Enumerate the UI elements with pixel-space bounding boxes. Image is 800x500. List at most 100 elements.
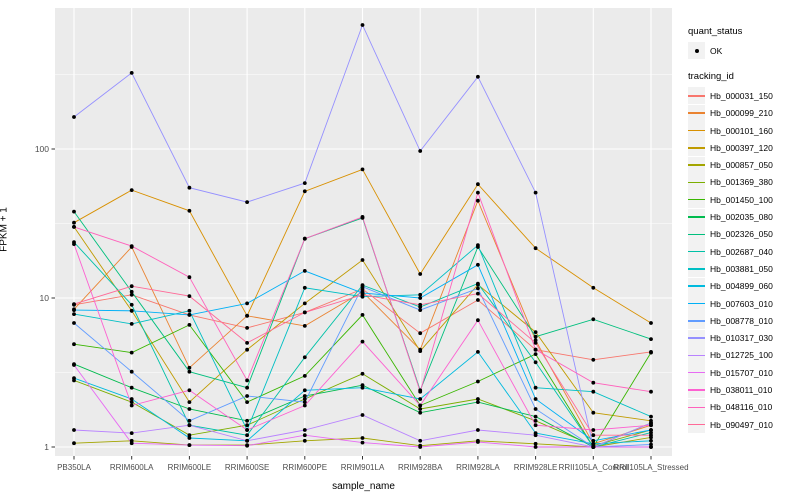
data-point <box>476 243 480 248</box>
data-point <box>649 423 653 428</box>
data-point <box>418 149 423 153</box>
legend-label: Hb_001450_100 <box>710 194 773 205</box>
legend-swatch-Hb_000031_150 <box>688 87 705 105</box>
data-point <box>476 291 480 296</box>
legend-color-line <box>688 406 705 409</box>
y-tick-label: 1 <box>44 442 49 452</box>
legend-swatch-Hb_000857_050 <box>688 156 705 174</box>
legend-item-Hb_004899_060: Hb_004899_060 <box>688 277 800 295</box>
data-point <box>187 443 192 447</box>
legend-swatch-Hb_007603_010 <box>688 295 705 312</box>
x-tick-label: RRIM600SE <box>225 463 269 472</box>
data-point <box>418 403 423 408</box>
data-point <box>245 433 250 438</box>
legend-tracking-items: Hb_000031_150 Hb_000099_210 Hb_000101_160 H… <box>688 87 800 434</box>
data-point <box>245 394 250 398</box>
data-point <box>591 357 596 362</box>
legend-item-Hb_038011_010: Hb_038011_010 <box>688 381 800 399</box>
data-point <box>129 322 134 326</box>
legend-swatch-Hb_038011_010 <box>688 381 705 399</box>
data-point <box>187 308 192 313</box>
legend-label: Hb_001369_380 <box>710 177 773 188</box>
x-axis-title: sample_name <box>332 481 395 492</box>
data-point <box>187 185 192 190</box>
data-point <box>187 313 192 317</box>
data-point <box>187 294 192 298</box>
data-point <box>302 397 307 401</box>
data-point <box>418 272 423 276</box>
data-point <box>302 189 307 194</box>
legend-swatch-Hb_000099_210 <box>688 104 705 122</box>
data-point <box>72 321 76 325</box>
legend-item-Hb_090497_010: Hb_090497_010 <box>688 416 800 434</box>
data-point <box>302 269 307 273</box>
legend-color-line <box>688 233 705 236</box>
data-point <box>533 334 538 339</box>
data-point <box>72 376 76 380</box>
data-point <box>418 410 423 415</box>
data-point <box>533 352 538 356</box>
data-point <box>129 431 134 435</box>
data-point <box>302 285 307 290</box>
data-point <box>476 281 480 286</box>
data-point <box>245 428 250 432</box>
data-point <box>533 423 538 428</box>
data-point <box>418 331 423 336</box>
data-point <box>418 397 423 401</box>
data-point <box>302 310 307 315</box>
data-point <box>476 318 480 323</box>
data-point <box>187 323 192 327</box>
data-point <box>72 220 76 225</box>
data-point <box>476 400 480 404</box>
legend-label-ok: OK <box>710 45 723 56</box>
legend: quant_status OK tracking_id Hb_000031_15… <box>688 26 800 445</box>
legend-item-Hb_003881_050: Hb_003881_050 <box>688 260 800 278</box>
legend-tracking-id: tracking_id Hb_000031_150 Hb_000099_210 Hb… <box>688 71 800 434</box>
data-point <box>533 414 538 419</box>
data-point <box>302 388 307 393</box>
legend-item-Hb_002035_080: Hb_002035_080 <box>688 208 800 226</box>
data-point <box>591 317 596 322</box>
data-point <box>72 363 76 367</box>
legend-item-Hb_012725_100: Hb_012725_100 <box>688 346 800 364</box>
legend-swatch-Hb_002035_080 <box>688 208 705 226</box>
data-point <box>72 225 76 229</box>
legend-label: Hb_002326_050 <box>710 229 773 240</box>
plot-panel <box>55 8 672 456</box>
legend-item-ok: OK <box>688 42 800 60</box>
data-point <box>302 181 307 186</box>
legend-item-Hb_048116_010: Hb_048116_010 <box>688 398 800 416</box>
data-point <box>360 284 365 289</box>
data-point <box>302 433 307 438</box>
legend-label: Hb_012725_100 <box>710 350 773 361</box>
data-point <box>245 400 250 404</box>
legend-label: Hb_003881_050 <box>710 263 773 274</box>
x-tick-label: RRIM600PE <box>283 463 327 472</box>
legend-item-Hb_000857_050: Hb_000857_050 <box>688 156 800 174</box>
legend-color-line <box>688 198 705 201</box>
legend-swatch-Hb_000397_120 <box>688 139 705 157</box>
data-point <box>245 200 250 205</box>
data-point <box>187 275 192 280</box>
x-tick-label: RRIM600LE <box>168 463 212 472</box>
data-point <box>418 349 423 353</box>
legend-quant-status: quant_status OK <box>688 26 800 60</box>
data-point <box>129 441 134 446</box>
legend-color-line <box>688 147 705 149</box>
data-point <box>591 389 596 394</box>
legend-swatch-Hb_000101_160 <box>688 122 705 140</box>
data-point <box>533 445 538 449</box>
data-point <box>533 360 538 365</box>
x-tick-label: RRIM600LA <box>110 463 154 472</box>
legend-swatch-Hb_002687_040 <box>688 243 705 261</box>
data-point <box>591 438 596 443</box>
legend-swatch-Hb_002326_050 <box>688 225 705 243</box>
data-point <box>302 403 307 408</box>
data-point <box>245 418 250 423</box>
legend-color-line <box>688 129 705 132</box>
data-point <box>129 284 134 289</box>
data-point <box>72 115 76 119</box>
data-point <box>187 407 192 411</box>
data-point <box>72 342 76 347</box>
data-point <box>591 445 596 449</box>
